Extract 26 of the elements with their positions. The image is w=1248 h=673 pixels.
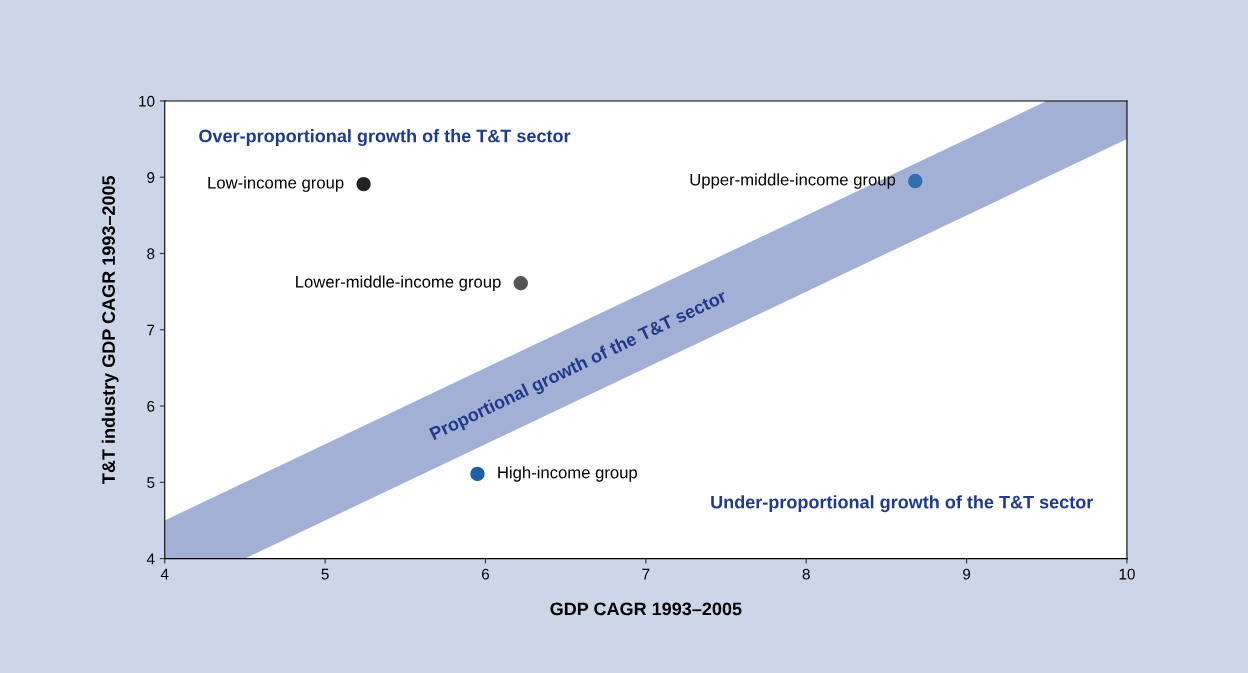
y-tick-label: 8 bbox=[147, 248, 155, 260]
x-tick-label: 6 bbox=[482, 568, 490, 580]
x-axis-title: GDP CAGR 1993–2005 bbox=[550, 602, 742, 616]
y-tick-label: 10 bbox=[139, 95, 155, 107]
point bbox=[908, 173, 923, 189]
y-tick-label: 7 bbox=[147, 324, 155, 336]
y-tick-label: 4 bbox=[146, 553, 155, 565]
point bbox=[470, 466, 485, 482]
y-tick-label: 5 bbox=[147, 477, 155, 488]
series-label: High-income group bbox=[498, 466, 638, 482]
annotation: Over-proportional growth of the T&T sector bbox=[199, 129, 571, 147]
annotation: Under-proportional growth of the T&T sector bbox=[711, 495, 1094, 513]
point bbox=[356, 176, 371, 192]
y-tick-label: 9 bbox=[147, 172, 155, 183]
y-axis-title: T&T industry GDP CAGR 1993–2005 bbox=[101, 175, 119, 484]
series-label: Upper-middle-income group bbox=[690, 173, 896, 189]
y-tick-label: 6 bbox=[147, 400, 155, 412]
point bbox=[513, 276, 528, 291]
x-tick-label: 9 bbox=[963, 568, 971, 580]
series-label: Low-income group bbox=[208, 176, 344, 192]
series-label: Lower-middle-income group bbox=[296, 275, 501, 292]
x-tick-label: 8 bbox=[802, 568, 810, 580]
x-tick-label: 5 bbox=[321, 568, 329, 580]
x-tick-label: 4 bbox=[160, 568, 169, 580]
x-tick-label: 7 bbox=[642, 568, 650, 580]
x-tick-label: 10 bbox=[1119, 568, 1135, 580]
